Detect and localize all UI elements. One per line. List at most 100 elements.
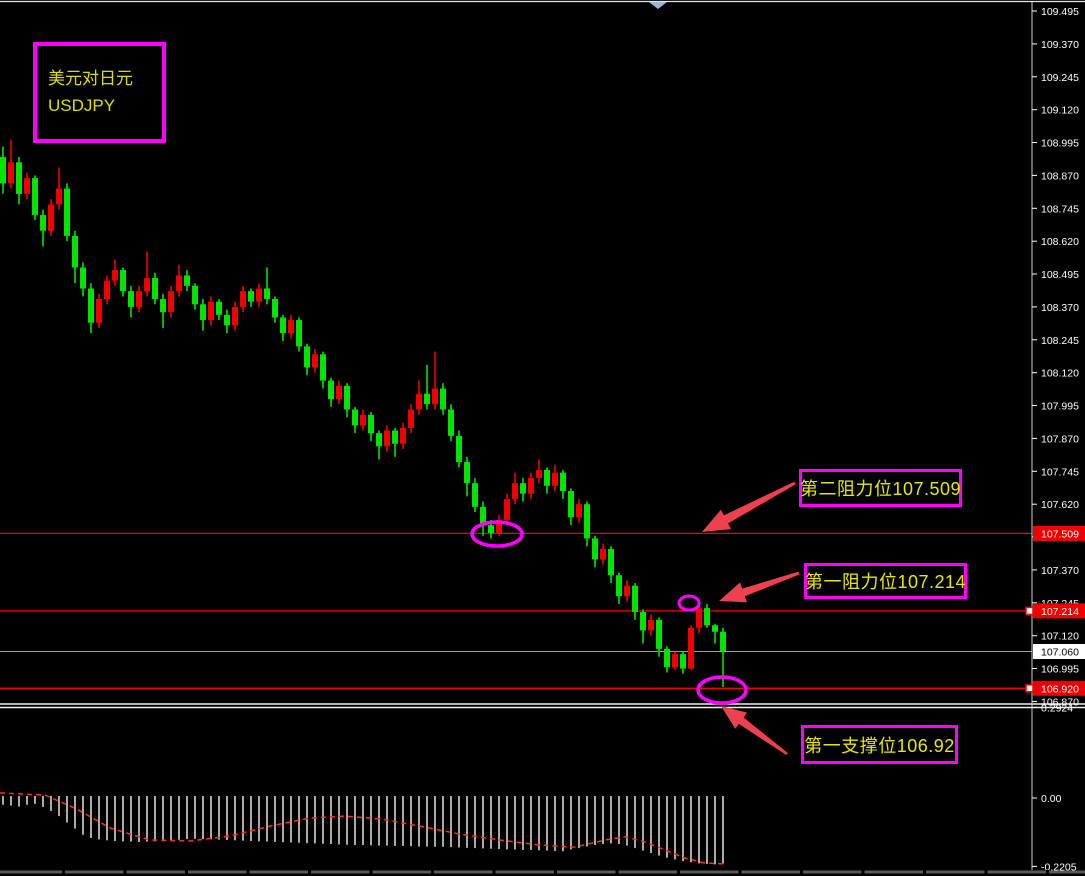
candle-body: [616, 575, 622, 597]
candle-body: [272, 299, 278, 318]
candle-body: [712, 625, 718, 632]
candle-body: [192, 285, 198, 305]
candle-body: [344, 385, 350, 410]
candle-body: [472, 483, 478, 507]
candle-body: [112, 270, 118, 281]
candle-body: [264, 288, 270, 299]
price-axis-label: 109.370: [1041, 39, 1079, 51]
candle-body: [448, 409, 454, 436]
time-axis-notch: [861, 870, 865, 875]
candle-body: [720, 631, 726, 652]
candle-body: [680, 654, 686, 669]
price-tag-text: 107.214: [1041, 606, 1079, 618]
candle-body: [704, 608, 710, 626]
candle-body: [0, 157, 6, 184]
candle-body: [296, 320, 302, 347]
time-axis-notch: [554, 870, 557, 875]
axis-layer: 109.495 109.370 109.245 109.120 108.995 108.8…: [62, 2, 1085, 875]
time-axis-notch: [1046, 870, 1049, 875]
support1-label-box[interactable]: 第一支撑位106.92: [801, 725, 958, 764]
candle-body: [368, 414, 374, 434]
candle-body: [256, 288, 262, 302]
resistance1-label-text: 第一阻力位107.214: [804, 572, 967, 592]
candle-body: [224, 314, 230, 326]
candle-body: [304, 346, 310, 368]
candle-body: [496, 520, 502, 534]
candle-body: [24, 178, 30, 194]
price-axis-label: 108.495: [1041, 269, 1079, 281]
candle-body: [312, 354, 318, 368]
candle-body: [512, 483, 518, 499]
time-axis-line: [0, 870, 1085, 874]
candle-body: [48, 204, 54, 231]
price-axis-label: 108.245: [1041, 335, 1079, 347]
price-axis-label: 106.995: [1041, 664, 1079, 676]
indicator-axis-label: 0.00: [1041, 793, 1062, 805]
candle-body: [232, 306, 238, 326]
candle-body: [336, 385, 342, 399]
candle-body: [128, 291, 134, 307]
resistance2-label-text: 第二阻力位107.509: [799, 479, 962, 499]
candle-body: [520, 483, 526, 494]
ellipse-annotation-resistance1[interactable]: [677, 594, 701, 612]
candle-body: [400, 427, 406, 444]
line-anchor-marker[interactable]: [1025, 684, 1034, 693]
candle-body: [696, 608, 702, 628]
price-axis-label: 106.870: [1041, 696, 1079, 708]
candle-body: [152, 278, 158, 299]
candle-body: [656, 619, 662, 649]
symbol-title-cn: 美元对日元: [48, 69, 133, 89]
ellipse-annotation-support1[interactable]: [696, 675, 748, 705]
arrow-resistance1[interactable]: [719, 571, 800, 603]
candle-body: [80, 267, 86, 289]
candle-body: [184, 275, 190, 286]
candle-body: [464, 462, 470, 484]
candle-body: [72, 235, 78, 268]
symbol-title-box[interactable]: 美元对日元 USDJPY: [33, 42, 166, 143]
candle-body: [240, 291, 246, 307]
indicator-axis-label: 0.2924: [1041, 702, 1073, 714]
price-axis-label: 107.120: [1041, 631, 1079, 643]
ellipse-annotation-resistance2[interactable]: [470, 520, 524, 548]
candle-body: [552, 472, 558, 486]
line-anchor-marker[interactable]: [1025, 606, 1034, 616]
scroll-to-end-icon[interactable]: [649, 2, 667, 9]
candle-body: [504, 498, 510, 520]
resistance1-label-box[interactable]: 第一阻力位107.214: [804, 563, 967, 599]
candle-body: [384, 430, 390, 447]
time-axis-notch: [738, 870, 742, 875]
candle-body: [352, 409, 358, 426]
price-axis-label: 108.870: [1041, 170, 1079, 182]
candle-body: [640, 612, 646, 631]
candle-body: [440, 388, 446, 410]
time-axis-notch: [800, 870, 803, 875]
arrow-support1[interactable]: [721, 706, 788, 755]
time-axis-notch: [984, 870, 988, 875]
candle-body: [288, 320, 294, 334]
candle-body: [120, 270, 126, 292]
candle-body: [672, 654, 678, 668]
time-axis-notch: [123, 870, 127, 875]
chart-layer: [0, 139, 1032, 865]
candle-body: [32, 178, 38, 215]
candle-body: [144, 278, 150, 292]
candle-body: [136, 291, 142, 307]
time-axis-notch: [246, 870, 250, 875]
candle-body: [56, 188, 62, 205]
candle-body: [536, 470, 542, 478]
candle-body: [664, 648, 670, 668]
resistance2-label-box[interactable]: 第二阻力位107.509: [799, 469, 962, 507]
candle-body: [176, 275, 182, 292]
candle-body: [560, 472, 566, 491]
candle-body: [568, 491, 574, 518]
candle-body: [584, 504, 590, 539]
candle-body: [16, 162, 22, 194]
candle-body: [528, 477, 534, 494]
symbol-title-code: USDJPY: [48, 95, 116, 115]
price-axis-label: 109.120: [1041, 105, 1079, 117]
candle-body: [408, 409, 414, 428]
price-axis-label: 109.495: [1041, 6, 1079, 18]
arrow-resistance2[interactable]: [702, 481, 796, 532]
